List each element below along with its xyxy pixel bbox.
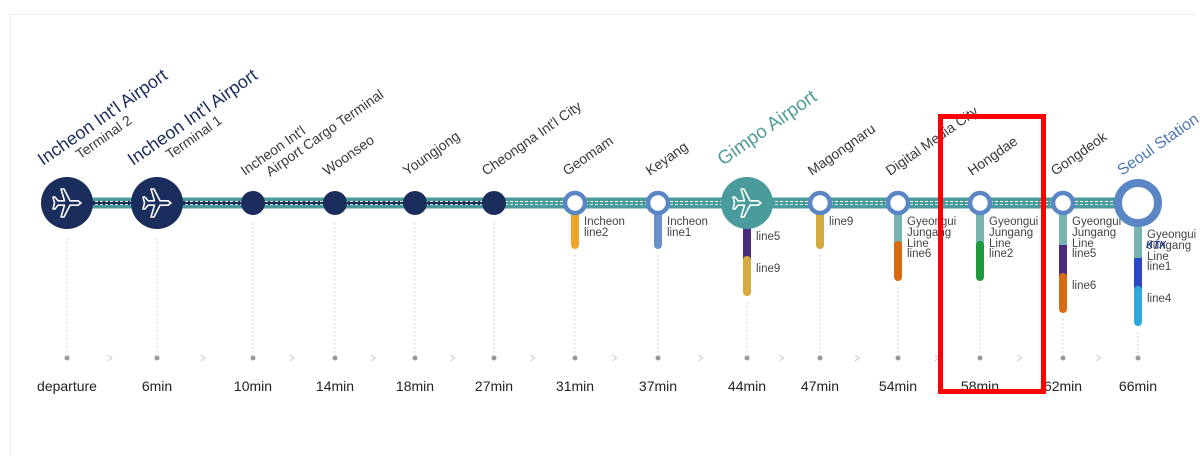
timeline-arrow bbox=[530, 354, 536, 362]
timeline-arrow bbox=[854, 354, 860, 362]
timeline-dot-magongnaru bbox=[817, 355, 823, 361]
transfer-label-gimpo-0: line5 bbox=[756, 231, 780, 243]
transfer-label-dmc-0: Gyeongui Jungang Line bbox=[907, 216, 956, 250]
timeline-dot-geomam bbox=[572, 355, 578, 361]
timeline-dot-seoul bbox=[1135, 355, 1141, 361]
transfer-label-hongdae-0: Gyeongui Jungang Line bbox=[989, 216, 1038, 250]
travel-time-cheongna: 27min bbox=[475, 378, 513, 394]
transfer-label-seoul-1: line1 bbox=[1147, 261, 1171, 273]
transfer-label-magongnaru-0: line9 bbox=[829, 216, 853, 228]
station-node-t1 bbox=[131, 177, 183, 229]
airplane-shape bbox=[732, 188, 762, 218]
airplane-icon bbox=[732, 188, 762, 218]
transfer-lines: Incheon line2 Incheon line1 line5 line9 line9 G… bbox=[571, 209, 1196, 326]
station-node-woonseo bbox=[323, 191, 347, 215]
airplane-shape bbox=[52, 188, 82, 218]
station-names: Incheon Int'l AirportTerminal 2 Incheon I… bbox=[34, 65, 1200, 191]
travel-time-youngjong: 18min bbox=[396, 378, 434, 394]
station-name-t2: Incheon Int'l AirportTerminal 2 bbox=[34, 65, 180, 182]
station-node-magongnaru bbox=[807, 190, 833, 216]
timeline-arrow bbox=[1017, 354, 1023, 362]
timeline-arrow bbox=[779, 354, 785, 362]
transfer-label-seoul-0: Gyeongui Jungang Line bbox=[1147, 229, 1196, 263]
timeline-arrow bbox=[200, 354, 206, 362]
timeline-dot-gimpo bbox=[744, 355, 750, 361]
airplane-icon bbox=[52, 188, 82, 218]
timeline-arrow bbox=[289, 354, 295, 362]
station-name-magongnaru: Magongnaru bbox=[805, 120, 879, 178]
timeline-arrow bbox=[698, 354, 704, 362]
station-name-youngjong: Youngjong bbox=[400, 128, 463, 179]
travel-time-woonseo: 14min bbox=[316, 378, 354, 394]
station-node-cheongna bbox=[482, 191, 506, 215]
transfer-label-gongdeok-0: Gyeongui Jungang Line bbox=[1072, 216, 1121, 250]
guide-lines bbox=[64, 223, 1141, 362]
transfer-label-dmc-1: line6 bbox=[907, 248, 931, 260]
travel-time-keyang: 37min bbox=[639, 378, 677, 394]
station-node-youngjong bbox=[403, 191, 427, 215]
ktx-badge: KTX bbox=[1146, 240, 1167, 251]
timeline-arrow bbox=[934, 354, 940, 362]
airplane-shape bbox=[142, 188, 172, 218]
travel-time-magongnaru: 47min bbox=[801, 378, 839, 394]
transfer-label-keyang-0: Incheon line1 bbox=[667, 216, 708, 239]
station-node-t2 bbox=[41, 177, 93, 229]
station-nodes: KTX bbox=[41, 177, 1167, 251]
station-node-gongdeok bbox=[1050, 190, 1076, 216]
timeline-dot-cargo bbox=[250, 355, 256, 361]
timeline-arrow bbox=[370, 354, 376, 362]
timeline-dot-youngjong bbox=[412, 355, 418, 361]
travel-time-dmc: 54min bbox=[879, 378, 917, 394]
timeline-dot-cheongna bbox=[491, 355, 497, 361]
timeline-dot-keyang bbox=[655, 355, 661, 361]
timeline-dot-hongdae bbox=[977, 355, 983, 361]
station-node-geomam bbox=[562, 190, 588, 216]
travel-time-gimpo: 44min bbox=[728, 378, 766, 394]
station-name-cargo: Incheon Int'lAirport Cargo Terminal bbox=[238, 74, 387, 191]
transfer-label-gimpo-1: line9 bbox=[756, 263, 780, 275]
travel-time-t1: 6min bbox=[142, 378, 172, 394]
transfer-label-geomam-0: Incheon line2 bbox=[584, 216, 625, 239]
timeline-dot-gongdeok bbox=[1060, 355, 1066, 361]
timeline-dot-woonseo bbox=[332, 355, 338, 361]
timeline-arrow bbox=[450, 354, 456, 362]
transfer-label-gongdeok-2: line6 bbox=[1072, 280, 1096, 292]
station-node-hongdae bbox=[967, 190, 993, 216]
timeline-arrow bbox=[1096, 354, 1102, 362]
page-frame bbox=[10, 14, 1196, 455]
travel-time-cargo: 10min bbox=[234, 378, 272, 394]
station-node-seoul bbox=[1114, 179, 1162, 227]
station-node-gimpo bbox=[721, 177, 773, 229]
timeline-dot-dmc bbox=[895, 355, 901, 361]
station-node-dmc bbox=[885, 190, 911, 216]
timeline-arrow bbox=[612, 354, 618, 362]
travel-time-hongdae: 58min bbox=[961, 378, 999, 394]
timeline-dot-t2 bbox=[64, 355, 70, 361]
station-node-cargo bbox=[241, 191, 265, 215]
station-name-keyang: Keyang bbox=[643, 138, 691, 178]
station-name-seoul: Seoul Station bbox=[1115, 111, 1200, 180]
travel-time-t2: departure bbox=[37, 378, 97, 394]
travel-time-geomam: 31min bbox=[556, 378, 594, 394]
main-track bbox=[45, 197, 1130, 209]
timeline-arrow bbox=[107, 354, 113, 362]
transfer-label-hongdae-1: line2 bbox=[989, 248, 1013, 260]
airplane-icon bbox=[142, 188, 172, 218]
station-node-keyang bbox=[645, 190, 671, 216]
transfer-label-seoul-2: line4 bbox=[1147, 293, 1172, 305]
station-name-geomam: Geomam bbox=[560, 132, 616, 178]
station-name-hongdae: Hongdae bbox=[965, 133, 1021, 179]
timeline-dot-t1 bbox=[154, 355, 160, 361]
travel-times: departure 6min 10min 14min 18min 27min 31min 37… bbox=[37, 378, 1157, 394]
travel-time-gongdeok: 62min bbox=[1044, 378, 1082, 394]
travel-time-seoul: 66min bbox=[1119, 378, 1157, 394]
transfer-label-gongdeok-1: line5 bbox=[1072, 248, 1096, 260]
station-name-gongdeok: Gongdeok bbox=[1048, 128, 1111, 179]
station-name-gimpo: Gimpo Airport bbox=[714, 86, 822, 170]
